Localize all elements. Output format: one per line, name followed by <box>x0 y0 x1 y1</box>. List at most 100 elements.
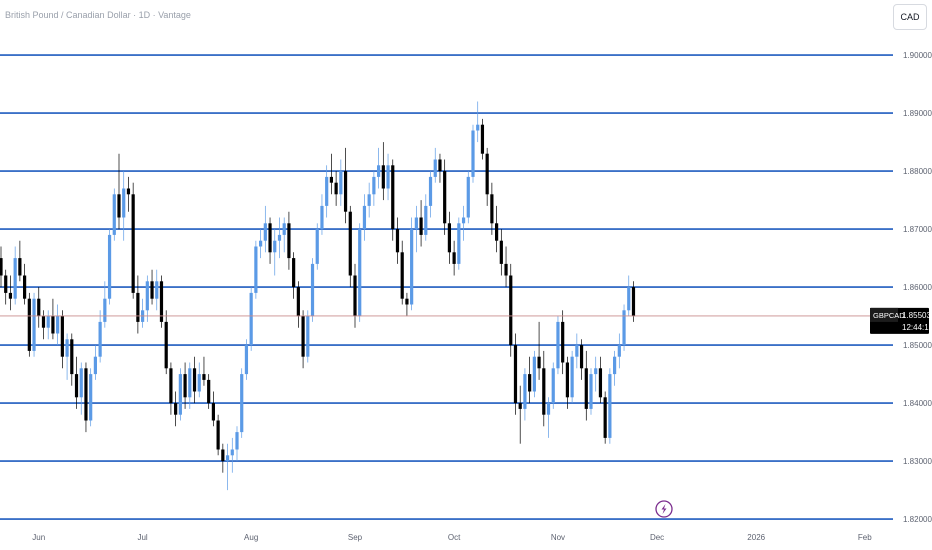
candle-body <box>60 316 64 357</box>
price-tick-label: 1.86000 <box>903 283 932 292</box>
candle-body <box>570 356 574 398</box>
candle-body <box>377 165 381 177</box>
candle <box>192 356 197 404</box>
candle <box>263 205 267 253</box>
candle <box>0 246 3 288</box>
candle-body <box>395 229 400 253</box>
candle-body <box>169 368 173 404</box>
candle <box>523 368 527 421</box>
candle-body <box>259 240 263 247</box>
candle <box>343 147 348 224</box>
candle-body <box>617 345 621 357</box>
candle-body <box>419 217 423 235</box>
event-marker[interactable] <box>655 500 673 518</box>
candle-body <box>225 455 230 462</box>
candle-body <box>466 176 470 218</box>
candle-body <box>244 345 249 375</box>
candle <box>188 362 192 409</box>
candle <box>273 229 277 276</box>
candle <box>216 414 220 456</box>
candle-body <box>424 205 428 235</box>
candle <box>546 397 551 438</box>
candle <box>174 391 178 427</box>
candle-body <box>499 240 503 264</box>
time-tick-label: Oct <box>448 533 461 542</box>
candle <box>443 159 447 235</box>
candle <box>325 165 329 218</box>
candle <box>594 356 598 392</box>
candle-body <box>556 321 560 369</box>
candle-body <box>122 188 126 218</box>
candle <box>565 356 569 409</box>
candle <box>490 182 494 235</box>
time-tick-label: Nov <box>551 533 565 542</box>
price-axis[interactable]: 1.82000 1.83000 1.84000 1.85000 1.86000 1.870… <box>903 51 932 524</box>
price-tick-label: 1.87000 <box>903 225 932 234</box>
candle-body <box>240 374 244 433</box>
candle-body <box>145 281 149 311</box>
price-tick-label: 1.89000 <box>903 109 932 118</box>
candle <box>622 304 626 351</box>
candle-body <box>56 316 60 334</box>
price-tick-label: 1.90000 <box>903 51 932 60</box>
price-tick-label: 1.82000 <box>903 515 932 524</box>
candle-body <box>358 229 362 317</box>
candle <box>438 153 442 183</box>
candles <box>0 101 636 491</box>
time-axis[interactable]: Jun Jul Aug Sep Oct Nov Dec 2026 Feb <box>32 533 872 542</box>
time-tick-label: 2026 <box>747 533 765 542</box>
candle <box>84 362 88 433</box>
candle-body <box>254 246 258 293</box>
candle <box>570 350 574 404</box>
candle-body <box>622 310 626 346</box>
time-tick-label: Jul <box>137 533 147 542</box>
candle <box>381 142 385 201</box>
candle-body <box>103 298 107 322</box>
candle <box>131 182 135 299</box>
time-tick-label: Feb <box>858 533 872 542</box>
candle-body <box>471 130 475 177</box>
lightning-bolt-shape <box>661 504 667 514</box>
candle <box>244 339 249 380</box>
candle-body <box>603 397 607 438</box>
candle-body <box>301 316 305 357</box>
currency-button[interactable]: CAD <box>893 4 927 30</box>
candle <box>41 310 46 340</box>
candle-body <box>107 234 112 299</box>
candle <box>112 188 116 241</box>
candle-body <box>518 403 522 409</box>
candle-body <box>70 339 74 375</box>
candle-body <box>13 258 17 299</box>
candle <box>613 350 617 386</box>
candle <box>551 362 555 409</box>
candle-body <box>353 275 357 317</box>
candle-body <box>504 263 508 276</box>
candle-body <box>183 374 187 398</box>
candle-body <box>551 368 555 404</box>
candle <box>254 240 258 299</box>
candle-body <box>211 403 215 421</box>
candle-body <box>0 258 3 276</box>
candle <box>424 194 428 241</box>
candle <box>306 310 310 363</box>
candle-body <box>362 205 367 230</box>
candle-body <box>405 298 409 305</box>
candle <box>93 345 97 380</box>
candle <box>46 310 50 340</box>
time-tick-label: Aug <box>244 533 258 542</box>
candle <box>145 275 149 322</box>
candle-body <box>627 287 631 311</box>
candle-body <box>537 356 541 369</box>
candle <box>277 217 282 259</box>
candle <box>400 240 404 305</box>
candle-body <box>235 432 239 450</box>
candle <box>23 263 27 305</box>
candle-body <box>631 287 636 317</box>
candle <box>150 269 154 305</box>
time-tick-label: Dec <box>650 533 664 542</box>
candle-body <box>216 420 220 450</box>
lightning-icon[interactable] <box>655 500 673 518</box>
candle <box>315 223 319 270</box>
candle <box>461 205 466 241</box>
